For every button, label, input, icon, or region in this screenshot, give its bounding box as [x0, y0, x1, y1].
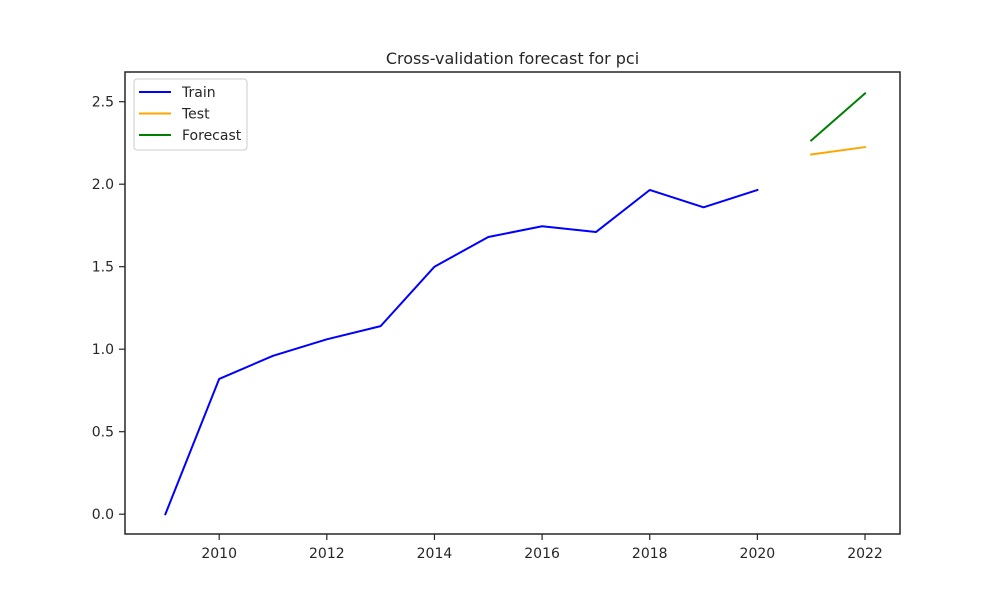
series-line-test	[810, 145, 867, 156]
x-tick-label: 2010	[201, 546, 237, 562]
legend: Train Test Forecast	[133, 78, 248, 151]
y-tick-label: 1.5	[92, 260, 114, 276]
y-tick-label: 2.5	[92, 95, 114, 111]
axes-layer: 2010 2012 2014 2016 2018 2020 2022 0.0 0.5 1.0 1.5…	[92, 71, 901, 562]
plot-frame	[124, 71, 901, 535]
x-tick-label: 2022	[847, 546, 883, 562]
y-tick-label: 1.0	[92, 342, 114, 358]
series-line-forecast	[809, 92, 867, 142]
y-tick-label: 0.5	[92, 425, 114, 441]
x-tick-label: 2018	[632, 546, 668, 562]
x-tick-label: 2020	[740, 546, 776, 562]
y-tick-label: 0.0	[92, 507, 114, 523]
y-tick-label: 2.0	[92, 177, 114, 193]
chart-title: Cross-validation forecast for pci	[386, 49, 639, 68]
legend-label-train: Train	[181, 85, 216, 101]
legend-box	[133, 78, 248, 151]
plot-layer	[164, 92, 867, 516]
series-line-train	[164, 188, 759, 516]
legend-label-test: Test	[181, 107, 210, 123]
x-tick-label: 2014	[417, 546, 453, 562]
x-tick-label: 2016	[524, 546, 560, 562]
legend-label-forecast: Forecast	[182, 128, 242, 144]
x-tick-label: 2012	[309, 546, 345, 562]
